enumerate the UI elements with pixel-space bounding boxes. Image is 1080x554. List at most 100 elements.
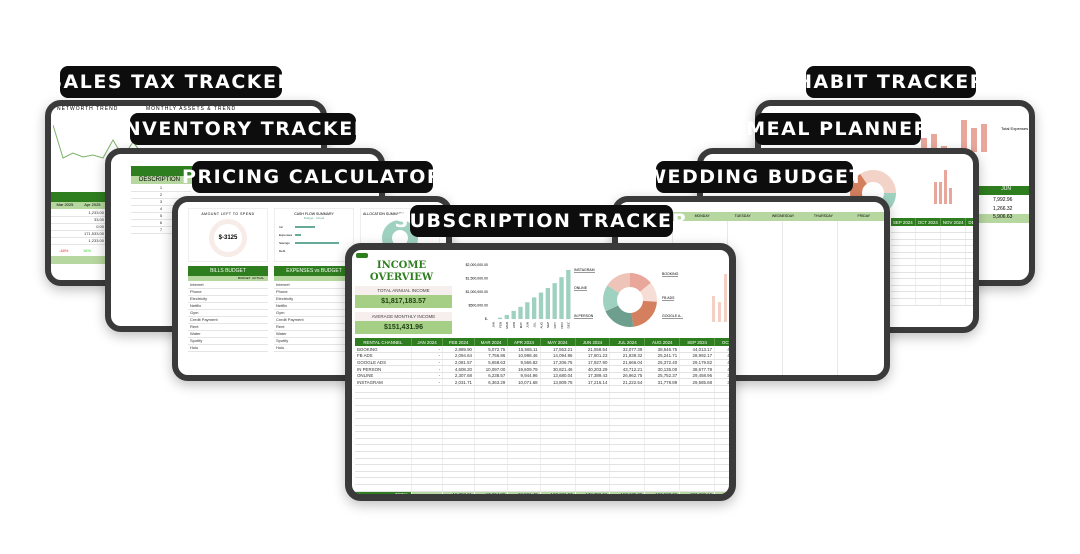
item-cell: Electricity bbox=[274, 295, 345, 303]
x-tick-label: SEP bbox=[546, 322, 550, 328]
cell: 33,197.04 bbox=[714, 372, 729, 380]
cell bbox=[679, 411, 716, 420]
cell bbox=[474, 411, 509, 420]
table-row bbox=[891, 272, 973, 280]
cell bbox=[474, 418, 509, 426]
cell: 3 bbox=[131, 198, 191, 206]
item-cell: Rent bbox=[188, 323, 259, 331]
cell: 19,609.79 bbox=[507, 365, 541, 373]
cell bbox=[714, 431, 729, 439]
panel-title: ALLOCATION SUMMARY bbox=[363, 212, 404, 216]
table-row: 7 bbox=[131, 226, 191, 234]
item-cell: Spotify bbox=[188, 337, 259, 345]
cell bbox=[714, 405, 729, 413]
cell bbox=[679, 405, 716, 413]
cell bbox=[540, 484, 576, 492]
y-tick-label: $- bbox=[485, 317, 489, 321]
cell bbox=[355, 458, 412, 466]
empty-row bbox=[355, 425, 729, 433]
table-row: ONLINE -2,307.68 6,238.57 9,944.96 13,680.04… bbox=[355, 372, 729, 380]
cell: 40,203.29 bbox=[575, 365, 611, 373]
cell bbox=[474, 398, 509, 406]
table-row: FB ADS -2,094.64 7,756.86 10,988.46 14,094.8… bbox=[355, 352, 729, 360]
x-tick-label: FEB bbox=[498, 322, 502, 328]
cell bbox=[540, 477, 576, 485]
cell bbox=[540, 464, 576, 472]
cell bbox=[940, 239, 967, 247]
cell bbox=[575, 392, 611, 400]
tablet-subscription-tracker: INCOME OVERVIEW TOTAL ANNUAL INCOME $1,8… bbox=[345, 243, 736, 501]
x-tick-label: JUN bbox=[526, 322, 530, 328]
cell: 4,608.20 bbox=[442, 365, 475, 373]
cell: 10,071.68 bbox=[507, 378, 541, 387]
cell bbox=[609, 451, 646, 459]
cell bbox=[259, 302, 268, 310]
empty-row bbox=[355, 464, 729, 472]
cell bbox=[609, 458, 646, 466]
empty-row bbox=[355, 444, 729, 452]
total-cell: 17,364.89 bbox=[474, 491, 509, 494]
bar bbox=[497, 317, 503, 319]
cash-flow-bar-row: Savings bbox=[279, 239, 349, 247]
table-row: Phone bbox=[274, 288, 354, 296]
bar bbox=[295, 226, 315, 228]
empty-row bbox=[355, 411, 729, 420]
cell bbox=[609, 425, 646, 433]
empty-row bbox=[355, 458, 729, 466]
cell bbox=[575, 411, 611, 420]
cell bbox=[442, 451, 475, 459]
empty-row bbox=[355, 398, 729, 406]
legend-budget: Budget bbox=[303, 216, 314, 220]
income-bar-chart: $- $500,000.00 $1,000,000.00 $1,500,000.00 $… bbox=[466, 263, 571, 329]
cell bbox=[609, 484, 646, 492]
cell bbox=[915, 245, 941, 253]
cell bbox=[609, 471, 646, 479]
bar bbox=[532, 297, 537, 319]
cell: 5,072.75 bbox=[474, 346, 509, 354]
cell bbox=[965, 226, 973, 234]
cell: 17,206.75 bbox=[540, 359, 576, 367]
cell: 7,756.86 bbox=[474, 352, 509, 360]
cell: 38,546.75 bbox=[644, 346, 681, 354]
cell bbox=[714, 418, 729, 426]
cell bbox=[940, 232, 967, 240]
cell bbox=[442, 438, 475, 446]
day-header: THURSDAY bbox=[813, 214, 833, 218]
cell bbox=[411, 451, 444, 459]
cell bbox=[915, 258, 941, 267]
cell: 6 bbox=[131, 219, 191, 227]
cell bbox=[51, 223, 59, 231]
cell bbox=[644, 385, 681, 393]
cell: 2,081.57 bbox=[442, 359, 475, 367]
cell bbox=[714, 471, 729, 479]
table-row: BOOKING -2,889.90 5,072.75 15,565.11 17,553.… bbox=[355, 346, 729, 354]
cell: 14,094.86 bbox=[540, 352, 576, 360]
cell bbox=[442, 477, 475, 485]
empty-row bbox=[355, 477, 729, 485]
col-header: BUDGET bbox=[237, 276, 251, 280]
cell: 7,992.96 bbox=[993, 197, 1013, 203]
cell bbox=[891, 245, 916, 253]
col-header: Mar 2025 bbox=[56, 202, 74, 207]
cell bbox=[679, 451, 716, 459]
cell bbox=[644, 425, 681, 433]
cell bbox=[915, 272, 941, 280]
col-header: OCT 2024 bbox=[714, 338, 729, 346]
bar-label: Debt bbox=[279, 249, 286, 253]
donut-label: BOOKING bbox=[662, 272, 679, 277]
label-habit-tracker: HABIT TRACKER bbox=[796, 66, 984, 98]
cell bbox=[965, 265, 973, 273]
cell: 13,809.75 bbox=[540, 378, 576, 387]
col-header: ACTUAL bbox=[252, 276, 264, 280]
cell bbox=[714, 385, 729, 393]
cell bbox=[411, 385, 444, 393]
cell bbox=[714, 451, 729, 459]
cell bbox=[940, 278, 967, 286]
card-label: AVERAGE MONTHLY INCOME bbox=[355, 312, 452, 321]
cell bbox=[965, 291, 973, 300]
total-cell: 74,821.40 bbox=[507, 491, 541, 494]
donut-slice bbox=[603, 273, 657, 327]
total-income-card: TOTAL ANNUAL INCOME $1,817,183.57 bbox=[355, 286, 452, 308]
cell bbox=[609, 392, 646, 400]
